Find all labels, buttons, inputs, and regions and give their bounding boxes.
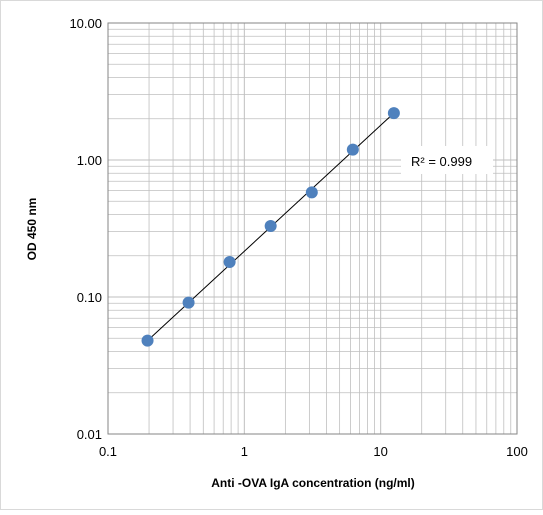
data-points-layer <box>141 107 400 347</box>
data-point <box>141 334 154 347</box>
x-axis-title: Anti -OVA IgA concentration (ng/ml) <box>211 476 415 490</box>
y-tick-label: 0.10 <box>77 290 102 305</box>
data-point <box>305 186 318 199</box>
labels-layer: 0.1 1 10 100 0.01 0.10 1.00 10.00 <box>69 16 527 459</box>
x-tick-label: 100 <box>506 444 528 459</box>
data-point <box>223 256 236 269</box>
data-point <box>182 296 195 309</box>
x-tick-label: 1 <box>241 444 248 459</box>
r-squared-label-box <box>401 146 493 174</box>
data-point <box>387 107 400 120</box>
y-tick-label: 1.00 <box>77 153 102 168</box>
data-point <box>264 219 277 232</box>
y-tick-label: 0.01 <box>77 427 102 442</box>
plot-area-border <box>107 22 518 435</box>
x-tick-label: 0.1 <box>99 444 117 459</box>
data-point <box>346 143 359 156</box>
r-squared-label: R² = 0.999 <box>411 154 472 169</box>
y-axis-title: OD 450 nm <box>25 198 39 261</box>
grid-layer <box>108 23 517 434</box>
x-tick-label: 10 <box>373 444 387 459</box>
y-tick-label: 10.00 <box>69 16 102 31</box>
axis-layer <box>107 22 518 435</box>
